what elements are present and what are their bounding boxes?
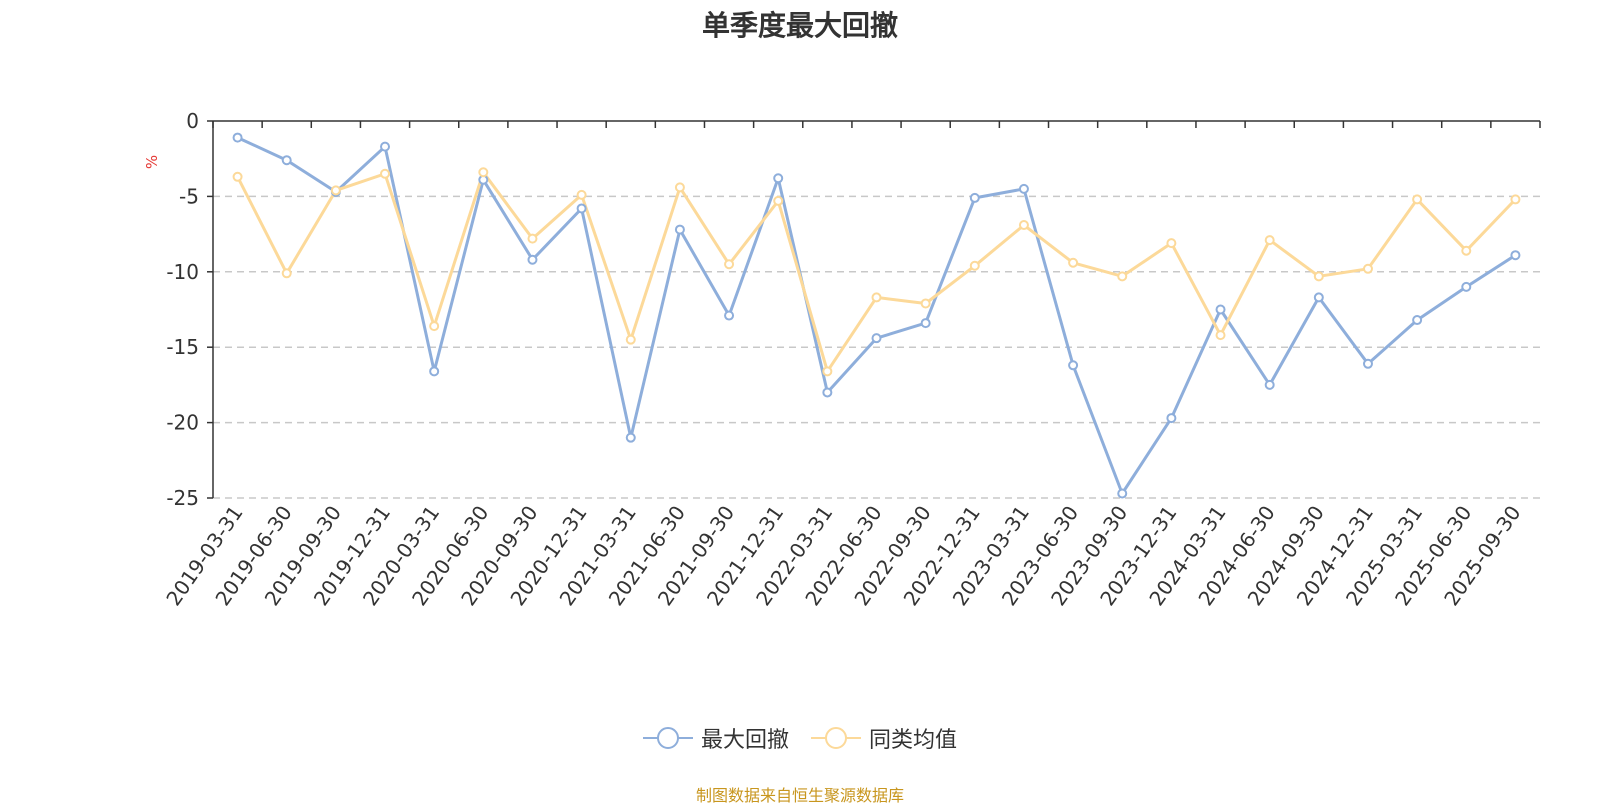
data-point-peer-average [1510,194,1521,205]
y-axis-label: % [143,155,161,169]
data-point-drawdown [1412,315,1423,326]
data-point-drawdown [380,141,391,152]
data-point-peer-average [724,259,735,270]
data-point-drawdown [232,132,243,143]
data-point-peer-average [429,321,440,332]
legend-label-peer-average: 同类均值 [869,728,958,753]
data-point-peer-average [625,334,636,345]
data-point-drawdown [920,318,931,329]
data-point-drawdown [822,387,833,398]
data-point-peer-average [1412,194,1423,205]
data-point-drawdown [1362,358,1373,369]
data-point-peer-average [1117,271,1128,282]
legend-swatch-drawdown-icon [642,727,693,749]
data-point-drawdown [1117,488,1128,499]
data-point-drawdown [1264,379,1275,390]
data-point-peer-average [674,182,685,193]
data-point-drawdown [1510,250,1521,261]
y-tick-label: -5 [179,184,199,208]
y-tick-label: -15 [166,335,199,359]
data-point-peer-average [281,268,292,279]
legend-label-drawdown: 最大回撤 [700,728,789,753]
data-point-drawdown [1018,183,1029,194]
data-point-peer-average [330,185,341,196]
data-point-peer-average [773,195,784,206]
data-point-peer-average [871,292,882,303]
data-point-peer-average [1313,271,1324,282]
data-point-drawdown [1215,304,1226,315]
data-point-peer-average [1166,238,1177,249]
data-point-drawdown [625,432,636,443]
data-point-peer-average [969,260,980,271]
data-point-drawdown [1166,413,1177,424]
data-point-peer-average [380,168,391,179]
y-tick-label: -25 [166,486,199,510]
legend: 最大回撤 同类均值 [0,722,1600,754]
data-point-drawdown [1068,360,1079,371]
legend-item-drawdown[interactable]: 最大回撤 [642,722,789,754]
data-point-peer-average [1264,235,1275,246]
data-point-drawdown [1461,281,1472,292]
data-point-peer-average [1362,263,1373,274]
data-point-peer-average [822,366,833,377]
y-tick-label: -20 [166,411,199,435]
data-point-peer-average [527,233,538,244]
data-point-peer-average [1068,257,1079,268]
chart-title: 单季度最大回撤 [701,9,898,42]
data-point-peer-average [1215,330,1226,341]
data-point-peer-average [478,167,489,178]
data-point-drawdown [1313,292,1324,303]
data-point-drawdown [674,224,685,235]
data-point-drawdown [576,203,587,214]
data-point-drawdown [281,155,292,166]
data-point-drawdown [773,173,784,184]
data-point-peer-average [232,171,243,182]
legend-item-peer-average[interactable]: 同类均值 [811,722,957,754]
y-tick-label: -10 [166,260,199,284]
data-point-peer-average [920,298,931,309]
data-point-drawdown [429,366,440,377]
data-point-peer-average [1018,220,1029,231]
data-point-peer-average [576,189,587,200]
legend-swatch-peer-average-icon [811,727,861,749]
data-point-drawdown [724,310,735,321]
data-point-drawdown [969,192,980,203]
data-point-peer-average [1461,245,1472,256]
y-tick-label: 0 [186,109,199,133]
data-point-drawdown [527,254,538,265]
data-point-drawdown [871,333,882,344]
source-note: 制图数据来自恒生聚源数据库 [695,786,904,805]
